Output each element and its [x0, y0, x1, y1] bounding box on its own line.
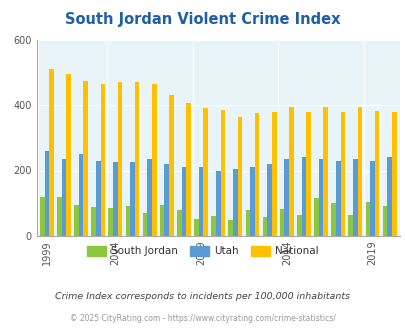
Bar — [100, 84, 105, 236]
Bar — [382, 207, 386, 236]
Bar — [57, 197, 62, 236]
Bar — [347, 215, 352, 236]
Bar — [305, 112, 310, 236]
Bar — [323, 107, 327, 236]
Bar — [318, 159, 323, 236]
Bar — [164, 164, 169, 236]
Bar — [40, 197, 45, 236]
Bar — [74, 205, 79, 236]
Bar — [279, 209, 284, 236]
Bar — [262, 217, 266, 236]
Bar — [254, 113, 259, 236]
Bar — [284, 159, 288, 236]
Bar — [391, 112, 396, 236]
Bar — [79, 154, 83, 236]
Bar — [134, 82, 139, 236]
Bar — [211, 216, 215, 236]
Bar — [181, 167, 186, 236]
Text: South Jordan Violent Crime Index: South Jordan Violent Crime Index — [65, 12, 340, 26]
Text: Crime Index corresponds to incidents per 100,000 inhabitants: Crime Index corresponds to incidents per… — [55, 292, 350, 301]
Bar — [194, 219, 198, 236]
Bar — [186, 103, 190, 236]
Bar — [177, 210, 181, 236]
Bar — [125, 206, 130, 236]
Bar — [198, 167, 203, 236]
Bar — [369, 161, 374, 236]
Bar — [130, 162, 134, 236]
Bar — [266, 164, 271, 236]
Bar — [49, 69, 53, 236]
Bar — [386, 157, 391, 236]
Bar — [245, 210, 249, 236]
Bar — [62, 159, 66, 236]
Legend: South Jordan, Utah, National: South Jordan, Utah, National — [83, 242, 322, 260]
Bar — [374, 111, 379, 236]
Bar — [66, 74, 71, 236]
Bar — [96, 161, 100, 236]
Bar — [108, 208, 113, 236]
Bar — [335, 161, 340, 236]
Bar — [220, 110, 225, 236]
Bar — [330, 203, 335, 236]
Bar — [169, 95, 173, 236]
Bar — [249, 167, 254, 236]
Bar — [228, 219, 232, 236]
Bar — [357, 107, 361, 236]
Bar — [237, 116, 242, 236]
Bar — [301, 157, 305, 236]
Bar — [296, 215, 301, 236]
Bar — [215, 171, 220, 236]
Bar — [232, 169, 237, 236]
Bar — [117, 82, 122, 236]
Bar — [364, 202, 369, 236]
Bar — [147, 159, 151, 236]
Bar — [203, 108, 207, 236]
Bar — [160, 205, 164, 236]
Bar — [288, 107, 293, 236]
Bar — [352, 159, 357, 236]
Bar — [91, 207, 96, 236]
Bar — [83, 81, 88, 236]
Text: © 2025 CityRating.com - https://www.cityrating.com/crime-statistics/: © 2025 CityRating.com - https://www.city… — [70, 314, 335, 323]
Bar — [113, 162, 117, 236]
Bar — [271, 112, 276, 236]
Bar — [151, 84, 156, 236]
Bar — [340, 112, 344, 236]
Bar — [143, 213, 147, 236]
Bar — [45, 151, 49, 236]
Bar — [313, 198, 318, 236]
